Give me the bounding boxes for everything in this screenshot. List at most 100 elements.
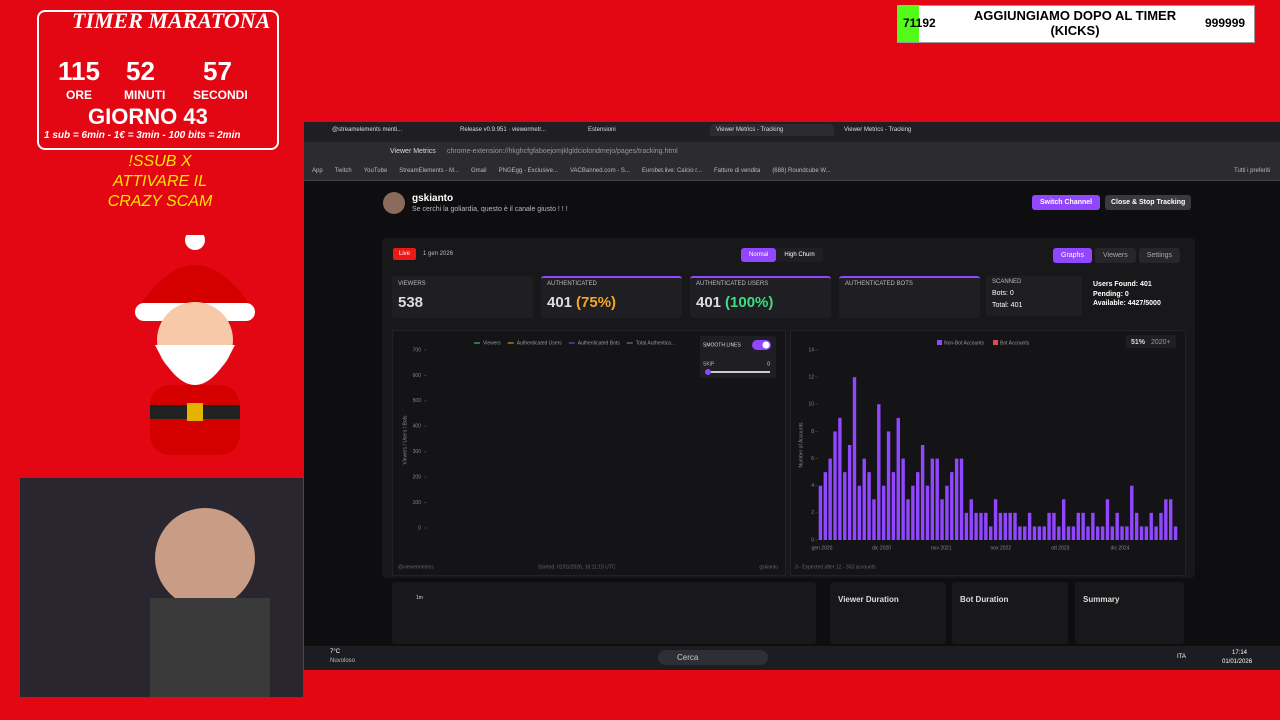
- bar: [1052, 512, 1056, 540]
- bar: [833, 431, 837, 540]
- users-found: Users Found: 401: [1093, 281, 1152, 288]
- bookmark[interactable]: (688) Roundcube W...: [772, 168, 831, 174]
- timer-title: TIMER MARATONA: [72, 8, 271, 33]
- browser-tab[interactable]: Viewer Metrics - Tracking: [710, 124, 834, 136]
- language[interactable]: ITA: [1177, 654, 1186, 660]
- bar: [1061, 499, 1066, 540]
- panel-title: Summary: [1083, 595, 1120, 604]
- y-tick-label: 500: [413, 398, 422, 404]
- bookmark[interactable]: Eurobet.live: Calcio r...: [641, 168, 702, 174]
- view-tabs: Graphs Viewers Settings: [1053, 248, 1181, 263]
- x-tick-label: dic 2024: [1111, 545, 1130, 551]
- viewer-chart-panel: [392, 330, 786, 576]
- y-tick-label: 400: [413, 424, 422, 430]
- switch-channel-button[interactable]: Switch Channel: [1032, 195, 1101, 210]
- y-tick-label: 6: [811, 456, 814, 462]
- chart-footer: @viewermetrics: [398, 564, 434, 570]
- stat-label: VIEWERS: [398, 281, 426, 287]
- taskbar: [304, 646, 1280, 670]
- clock-date[interactable]: 01/01/2026: [1222, 659, 1253, 665]
- scanned-bots: Bots: 0: [992, 290, 1014, 297]
- x-tick-label: gen 2020: [812, 545, 833, 551]
- bookmarks-bar: [304, 164, 1280, 181]
- bookmark[interactable]: VACBanned.com - S...: [570, 168, 630, 174]
- bar: [1042, 526, 1046, 540]
- stat-number: 401: [547, 294, 573, 311]
- bar: [954, 458, 959, 540]
- view-tab[interactable]: Settings: [1138, 248, 1181, 263]
- bookmarks: App Twitch YouTube StreamElements - M... Gma…: [312, 168, 831, 174]
- scanned-label: SCANNED: [992, 279, 1022, 285]
- address-bar-row: [304, 142, 1280, 164]
- bookmark[interactable]: Twitch: [334, 168, 352, 174]
- bar: [1154, 526, 1158, 540]
- bookmark[interactable]: App: [312, 168, 323, 174]
- bar: [911, 485, 915, 540]
- goal-bar: [897, 5, 1255, 43]
- bar: [852, 377, 857, 540]
- browser-tab[interactable]: Release v0.9.951 · viewermetr...: [460, 127, 547, 133]
- bar: [993, 499, 998, 540]
- bookmark[interactable]: YouTube: [363, 168, 388, 174]
- badge: [1126, 335, 1176, 348]
- y-axis-label: Number of Accounts: [798, 422, 804, 468]
- bar: [959, 458, 964, 540]
- bar: [1125, 526, 1129, 540]
- mode-button[interactable]: High Churn: [776, 248, 823, 262]
- browser-tab[interactable]: Estensioni: [588, 127, 616, 133]
- y-tick-label: 2: [811, 510, 814, 516]
- bottom-panels: 1m Viewer Duration Bot Duration Summary: [392, 582, 1184, 644]
- browser-tab[interactable]: Viewer Metrics - Tracking: [844, 127, 912, 133]
- clock-time[interactable]: 17:14: [1232, 650, 1248, 656]
- url[interactable]: chrome-extension://hkghcfgfaboejomjklgld…: [447, 148, 678, 155]
- y-tick-label: 700: [413, 347, 422, 353]
- browser-tab[interactable]: @streamelements menti...: [332, 127, 403, 133]
- stat-percent: (75%): [576, 294, 617, 311]
- badge-year: 2020+: [1151, 339, 1171, 346]
- toggle-knob: [762, 341, 770, 349]
- bookmark[interactable]: StreamElements - M...: [399, 168, 459, 174]
- mode-button[interactable]: Normal: [741, 248, 777, 262]
- y-tick-label: 200: [413, 474, 422, 480]
- search-text[interactable]: Cerca: [677, 653, 699, 662]
- bar: [969, 499, 973, 540]
- stats: VIEWERS 538 AUTHENTICATED 401 (75%) AUTHENTIC…: [392, 276, 980, 318]
- search-box[interactable]: [658, 650, 768, 665]
- bar: [1076, 512, 1080, 540]
- santa: [135, 235, 255, 455]
- bookmark[interactable]: Gmail: [470, 168, 487, 174]
- bar: [984, 512, 988, 540]
- bookmark[interactable]: Fatture di vendita: [713, 168, 761, 174]
- close-tracking-button[interactable]: Close & Stop Tracking: [1105, 195, 1192, 210]
- chart-footer: Started: 01/01/2026, 16:11:15 UTC: [538, 564, 616, 570]
- all-bookmarks[interactable]: Tutti i preferiti: [1234, 168, 1271, 174]
- bar: [916, 472, 920, 540]
- bar: [1003, 512, 1007, 540]
- x-tick-label: dic 2020: [872, 545, 891, 551]
- bar: [881, 485, 886, 540]
- y-tick-label: 10: [808, 402, 814, 408]
- bar: [838, 417, 842, 540]
- view-tab[interactable]: Graphs: [1053, 248, 1092, 263]
- bookmark[interactable]: PNGEgg - Exclusive...: [498, 168, 558, 174]
- bar: [1066, 526, 1071, 540]
- y-tick-label: 4: [811, 483, 814, 489]
- stat-value: 401 (100%): [696, 294, 773, 311]
- bar: [1037, 526, 1042, 540]
- legend-label: Non-Bot Accounts: [944, 340, 985, 346]
- bar: [1096, 526, 1100, 540]
- bar: [989, 526, 993, 540]
- goal-count: 71192: [903, 16, 936, 30]
- chart-footer: gskianto: [759, 564, 778, 570]
- y-tick-label: 14: [808, 347, 814, 353]
- seconds: 57: [203, 56, 232, 86]
- stat-card: AUTHENTICATED 401 (75%): [541, 276, 682, 318]
- rates: 1 sub = 6min - 1€ = 3min - 100 bits = 2m…: [44, 130, 241, 141]
- bar: [950, 472, 954, 540]
- bar: [1081, 512, 1085, 540]
- url-chip[interactable]: Viewer Metrics: [390, 148, 436, 155]
- bar: [872, 499, 876, 540]
- channel-name: gskianto: [412, 193, 454, 204]
- view-tab[interactable]: Viewers: [1094, 248, 1136, 263]
